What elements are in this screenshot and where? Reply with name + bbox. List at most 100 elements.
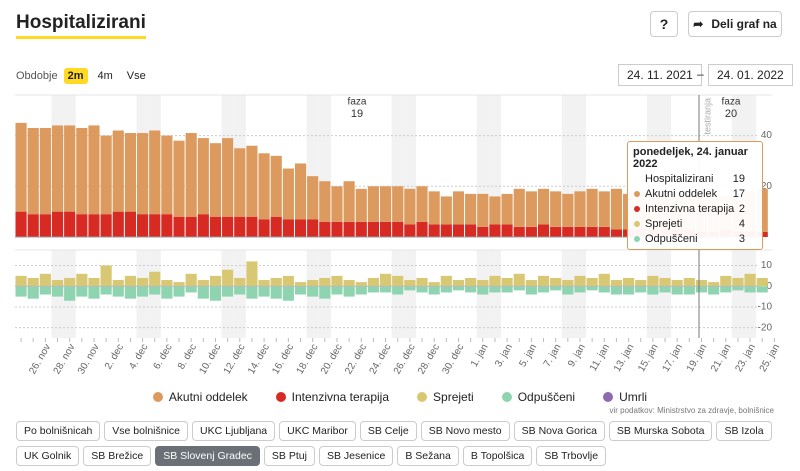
tooltip-date: ponedeljek, 24. januar 2022 <box>633 146 748 170</box>
help-button[interactable]: ? <box>650 11 678 37</box>
x-tick-label: 30. nov <box>76 342 102 376</box>
bar <box>124 286 136 299</box>
bar <box>440 286 452 293</box>
bar <box>586 188 598 227</box>
date-from[interactable]: 24. 11. 2021 <box>618 64 702 86</box>
hospital-button[interactable]: UKC Maribor <box>279 421 356 441</box>
bar <box>574 275 586 287</box>
hospital-button[interactable]: Po bolnišnicah <box>16 421 101 441</box>
legend-swatch <box>501 392 512 402</box>
bar <box>64 125 76 212</box>
hospital-button[interactable]: SB Izola <box>716 421 772 441</box>
bar <box>197 138 209 215</box>
bar <box>64 211 76 237</box>
bar <box>355 286 367 295</box>
bar <box>149 214 161 237</box>
legend-item[interactable]: Intenzivna terapija <box>275 390 390 404</box>
legend-label: Akutni oddelek <box>168 390 248 404</box>
hospital-button[interactable]: SB Ptuj <box>263 446 315 466</box>
bar <box>574 286 586 293</box>
bar <box>489 286 501 293</box>
bar <box>744 286 756 293</box>
share-button[interactable]: ➦ Deli graf na <box>688 11 782 37</box>
hospital-button[interactable]: B Sežana <box>397 446 459 466</box>
bar <box>112 286 124 297</box>
bar <box>185 133 197 217</box>
bar <box>392 186 404 222</box>
bar <box>209 143 222 217</box>
tooltip-row: Intenzivna terapija 2 <box>633 203 757 215</box>
legend-swatch <box>152 392 163 402</box>
hospital-button[interactable]: SB Trbovlje <box>536 446 607 466</box>
bar <box>209 216 222 237</box>
bar <box>185 286 197 293</box>
hospital-button[interactable]: Vse bolnišnice <box>104 421 189 441</box>
bar <box>209 275 222 287</box>
bar <box>149 286 161 295</box>
hospital-button[interactable]: UK Golnik <box>16 446 80 466</box>
hospital-button[interactable]: SB Novo mesto <box>420 421 510 441</box>
bar <box>343 280 355 287</box>
bar <box>124 211 136 237</box>
bar <box>319 221 331 237</box>
tooltip-name: Hospitalizirani <box>633 173 713 185</box>
x-tick-label: 30. dec <box>440 342 466 376</box>
date-to[interactable]: 24. 01. 2022 <box>708 64 793 86</box>
bar <box>27 286 39 299</box>
period-option[interactable]: 4m <box>97 70 113 82</box>
hospital-button[interactable]: SB Jesenice <box>318 446 394 466</box>
bar <box>513 188 525 227</box>
bar <box>39 273 51 287</box>
bar <box>732 277 744 287</box>
x-tick-label: 26. nov <box>27 342 53 376</box>
x-tick-label: 18. dec <box>295 342 321 376</box>
bar <box>51 211 64 237</box>
bar <box>270 277 282 287</box>
hospital-button[interactable]: B Topolšica <box>462 446 533 466</box>
x-tick-label: 2. dec <box>103 342 126 371</box>
bar <box>27 214 39 237</box>
tooltip-name-text: Intenzivna terapija <box>645 203 735 215</box>
bar <box>513 286 525 291</box>
hospital-button[interactable]: SB Slovenj Gradec <box>155 446 260 466</box>
bar <box>671 280 683 287</box>
legend-item[interactable]: Umrli <box>603 390 647 404</box>
tooltip-name-text: Sprejeti <box>645 218 683 230</box>
bar <box>489 275 501 287</box>
period-option[interactable]: Vse <box>126 70 146 82</box>
hospital-button[interactable]: SB Celje <box>359 421 417 441</box>
hospital-button[interactable]: SB Brežice <box>83 446 152 466</box>
legend-item[interactable]: Sprejeti <box>417 390 474 404</box>
bar <box>562 193 574 227</box>
tooltip-name: Akutni oddelek <box>633 188 717 200</box>
bar <box>477 193 489 227</box>
bar <box>282 168 294 220</box>
bar <box>355 221 367 237</box>
bar <box>404 188 416 225</box>
bar <box>550 277 562 287</box>
weekend-band <box>573 250 587 338</box>
bar <box>331 186 343 222</box>
hospital-button[interactable]: UKC Ljubljana <box>192 421 276 441</box>
bar <box>586 226 598 237</box>
bar <box>550 286 562 291</box>
bar <box>586 277 598 287</box>
tooltip-swatch <box>634 221 640 227</box>
bar <box>416 186 428 222</box>
bar <box>586 286 598 291</box>
x-tick-label: 21. jan <box>709 342 734 374</box>
bar <box>525 286 537 295</box>
tooltip-name: Intenzivna terapija <box>633 203 734 215</box>
bar <box>112 280 124 287</box>
bar <box>27 127 39 215</box>
hospital-button[interactable]: SB Murska Sobota <box>608 421 713 441</box>
bar <box>124 133 136 212</box>
legend-label: Intenzivna terapija <box>291 390 390 404</box>
bar <box>537 188 550 225</box>
legend-item[interactable]: Akutni oddelek <box>152 390 248 404</box>
bar <box>173 140 185 217</box>
hospital-button[interactable]: SB Nova Gorica <box>513 421 605 441</box>
bar <box>307 219 319 237</box>
period-option[interactable]: 2m <box>63 68 88 84</box>
legend-item[interactable]: Odpuščeni <box>501 390 575 404</box>
